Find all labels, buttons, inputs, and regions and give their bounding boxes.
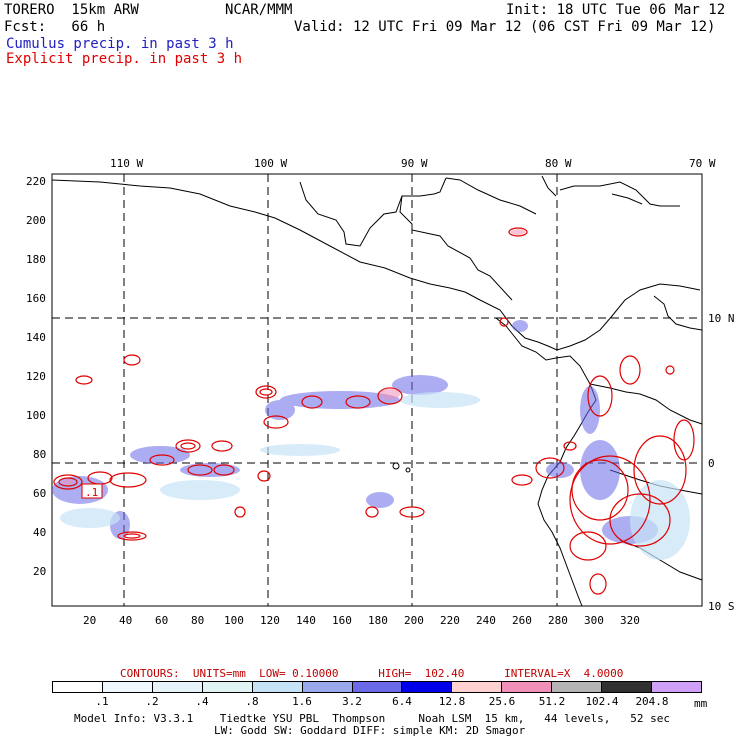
legend-swatch (252, 682, 303, 692)
x-tick-label: 160 (332, 614, 352, 627)
x-tick-label: 280 (548, 614, 568, 627)
light-precip-areas (60, 392, 690, 560)
lon-label: 80 W (545, 157, 572, 170)
legend-swatch (552, 682, 603, 692)
x-tick-label: 220 (440, 614, 460, 627)
legend-swatch (53, 682, 103, 692)
x-tick-label: 320 (620, 614, 640, 627)
valid-time: Valid: 12 UTC Fri 09 Mar 12 (06 CST Fri … (294, 19, 716, 35)
y-tick-label: 40 (33, 526, 47, 539)
y-tick-label: 200 (26, 214, 46, 227)
legend-tick-label: 3.2 (342, 695, 362, 708)
contour-info: CONTOURS: UNITS=mm LOW= 0.10000 HIGH= 10… (120, 667, 624, 680)
legend-tick-label: .4 (195, 695, 209, 708)
x-tick-label: 260 (512, 614, 532, 627)
legend-tick-label: .8 (245, 695, 259, 708)
legend-swatch (302, 682, 353, 692)
lon-label: 100 W (254, 157, 288, 170)
color-legend (52, 681, 702, 693)
model-info: Model Info: V3.3.1 Tiedtke YSU PBL Thomp… (74, 712, 671, 725)
legend-tick-label: 1.6 (292, 695, 312, 708)
y-tick-label: 160 (26, 292, 46, 305)
x-tick-label: 80 (191, 614, 205, 627)
annotation-label: .1 (85, 486, 99, 499)
org-name: NCAR/MMM (225, 2, 293, 18)
legend-swatch (452, 682, 503, 692)
model-physics: LW: Godd SW: Goddard DIFF: simple KM: 2D… (214, 724, 526, 737)
x-tick-label: 40 (119, 614, 133, 627)
legend-swatch (152, 682, 203, 692)
x-tick-label: 240 (476, 614, 496, 627)
lon-label: 70 W (689, 157, 716, 170)
legend-swatch (102, 682, 153, 692)
lon-label: 90 W (401, 157, 428, 170)
x-tick-label: 180 (368, 614, 388, 627)
y-tick-label: 140 (26, 331, 46, 344)
legend-swatch (402, 682, 453, 692)
legend-swatch (652, 682, 701, 692)
legend-tick-label: .1 (95, 695, 109, 708)
lat-label: 10 N (708, 312, 735, 325)
y-tick-label: 120 (26, 370, 46, 383)
forecast-hour: Fcst: 66 h (4, 19, 106, 35)
lat-label: 10 S (708, 600, 735, 613)
init-time: Init: 18 UTC Tue 06 Mar 12 (506, 2, 726, 18)
x-tick-label: 20 (83, 614, 97, 627)
legend-unit: mm (694, 697, 708, 710)
legend-tick-label: 102.4 (585, 695, 619, 708)
model-name: TORERO 15km ARW (4, 2, 139, 18)
y-tick-label: 20 (33, 565, 47, 578)
lat-label: 0 (708, 457, 715, 470)
legend-tick-label: 25.6 (488, 695, 516, 708)
map-frame (51, 173, 703, 607)
y-tick-label: 220 (26, 175, 46, 188)
x-tick-label: 300 (584, 614, 604, 627)
explicit-precip-contours (53, 227, 695, 595)
y-tick-label: 80 (33, 448, 47, 461)
heavy-precip-areas (62, 229, 525, 485)
legend-swatch (202, 682, 253, 692)
field1-label: Cumulus precip. in past 3 h (6, 36, 234, 52)
x-tick-label: 60 (155, 614, 169, 627)
y-tick-label: 60 (33, 487, 47, 500)
legend-swatch (502, 682, 553, 692)
annotation-box (81, 483, 103, 499)
y-tick-label: 180 (26, 253, 46, 266)
x-tick-label: 200 (404, 614, 424, 627)
legend-tick-label: .2 (145, 695, 159, 708)
cumulus-precip-areas (52, 320, 658, 544)
x-tick-label: 140 (296, 614, 316, 627)
legend-tick-label: 12.8 (438, 695, 466, 708)
x-tick-label: 120 (260, 614, 280, 627)
legend-tick-label: 51.2 (538, 695, 566, 708)
legend-tick-label: 204.8 (635, 695, 669, 708)
y-tick-label: 100 (26, 409, 46, 422)
legend-swatch (352, 682, 403, 692)
field2-label: Explicit precip. in past 3 h (6, 51, 243, 67)
lon-label: 110 W (110, 157, 144, 170)
coastlines (51, 175, 703, 607)
legend-swatch (602, 682, 653, 692)
legend-tick-label: 6.4 (392, 695, 412, 708)
x-tick-label: 100 (224, 614, 244, 627)
